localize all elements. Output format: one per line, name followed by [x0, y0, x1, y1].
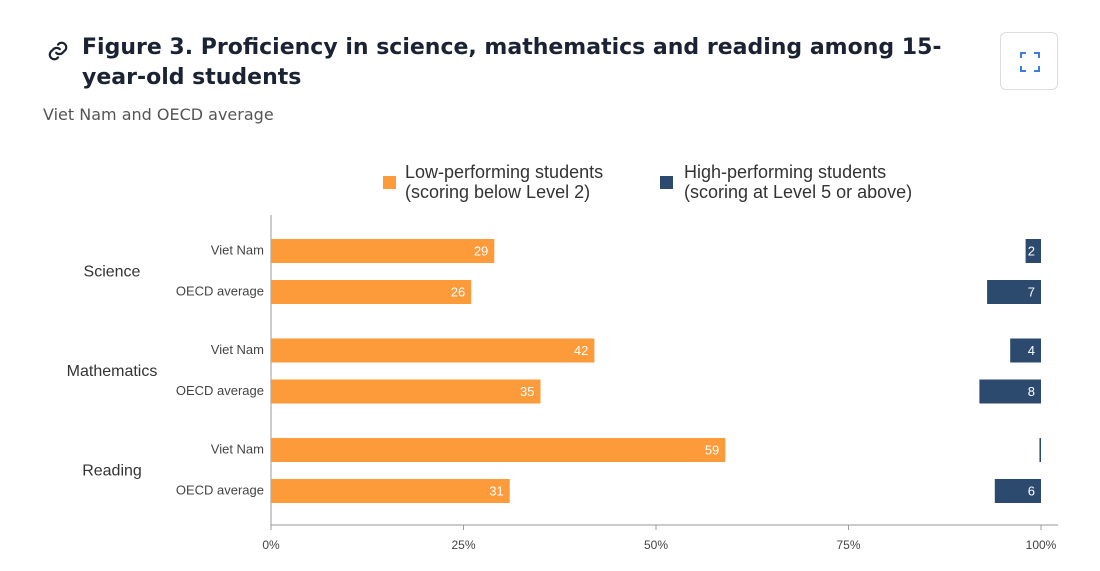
- data-label: 35: [520, 384, 534, 399]
- data-label: 7: [1028, 284, 1035, 299]
- data-label: 29: [474, 243, 488, 258]
- link-icon[interactable]: [47, 40, 69, 62]
- bar: [271, 479, 510, 503]
- y-tick-label: Viet Nam: [211, 342, 264, 357]
- bar: [1010, 338, 1041, 363]
- legend-swatch: [383, 176, 396, 189]
- data-label: 59: [705, 442, 719, 457]
- legend-label: High-performing students (scoring at Lev…: [684, 162, 913, 202]
- data-label: 42: [574, 343, 588, 358]
- bar: [271, 280, 472, 304]
- bar: [994, 479, 1041, 503]
- bar: [271, 338, 595, 363]
- x-tick-label: 100%: [1026, 538, 1057, 552]
- bar: [271, 438, 726, 462]
- figure-title: Figure 3. Proficiency in science, mathem…: [82, 35, 942, 90]
- x-tick-label: 25%: [451, 538, 475, 552]
- y-tick-label: OECD average: [176, 482, 264, 497]
- bar: [271, 379, 541, 404]
- x-tick-label: 75%: [836, 538, 860, 552]
- data-label: 4: [1028, 343, 1035, 358]
- data-label: 31: [489, 483, 503, 498]
- group-label: Reading: [82, 463, 142, 480]
- figure-subtitle: Viet Nam and OECD average: [43, 105, 274, 124]
- y-tick-label: OECD average: [176, 383, 264, 398]
- group-label: Mathematics: [67, 363, 158, 380]
- expand-button[interactable]: [1000, 32, 1058, 90]
- legend-label: Low-performing students (scoring below L…: [405, 162, 604, 202]
- y-tick-label: Viet Nam: [211, 441, 264, 456]
- bar: [1025, 239, 1041, 263]
- data-label: 2: [1028, 243, 1035, 258]
- bar: [979, 379, 1041, 404]
- expand-icon: [1020, 52, 1040, 72]
- y-tick-label: OECD average: [176, 283, 264, 298]
- y-tick-label: Viet Nam: [211, 242, 264, 257]
- x-tick-label: 0%: [262, 538, 280, 552]
- data-label: 8: [1028, 384, 1035, 399]
- group-label: Science: [84, 264, 141, 281]
- legend-swatch: [660, 176, 673, 189]
- bar: [1039, 438, 1041, 462]
- x-tick-label: 50%: [644, 538, 668, 552]
- data-label: 6: [1028, 483, 1035, 498]
- bar: [271, 239, 495, 263]
- bar: [987, 280, 1041, 304]
- data-label: 26: [451, 284, 465, 299]
